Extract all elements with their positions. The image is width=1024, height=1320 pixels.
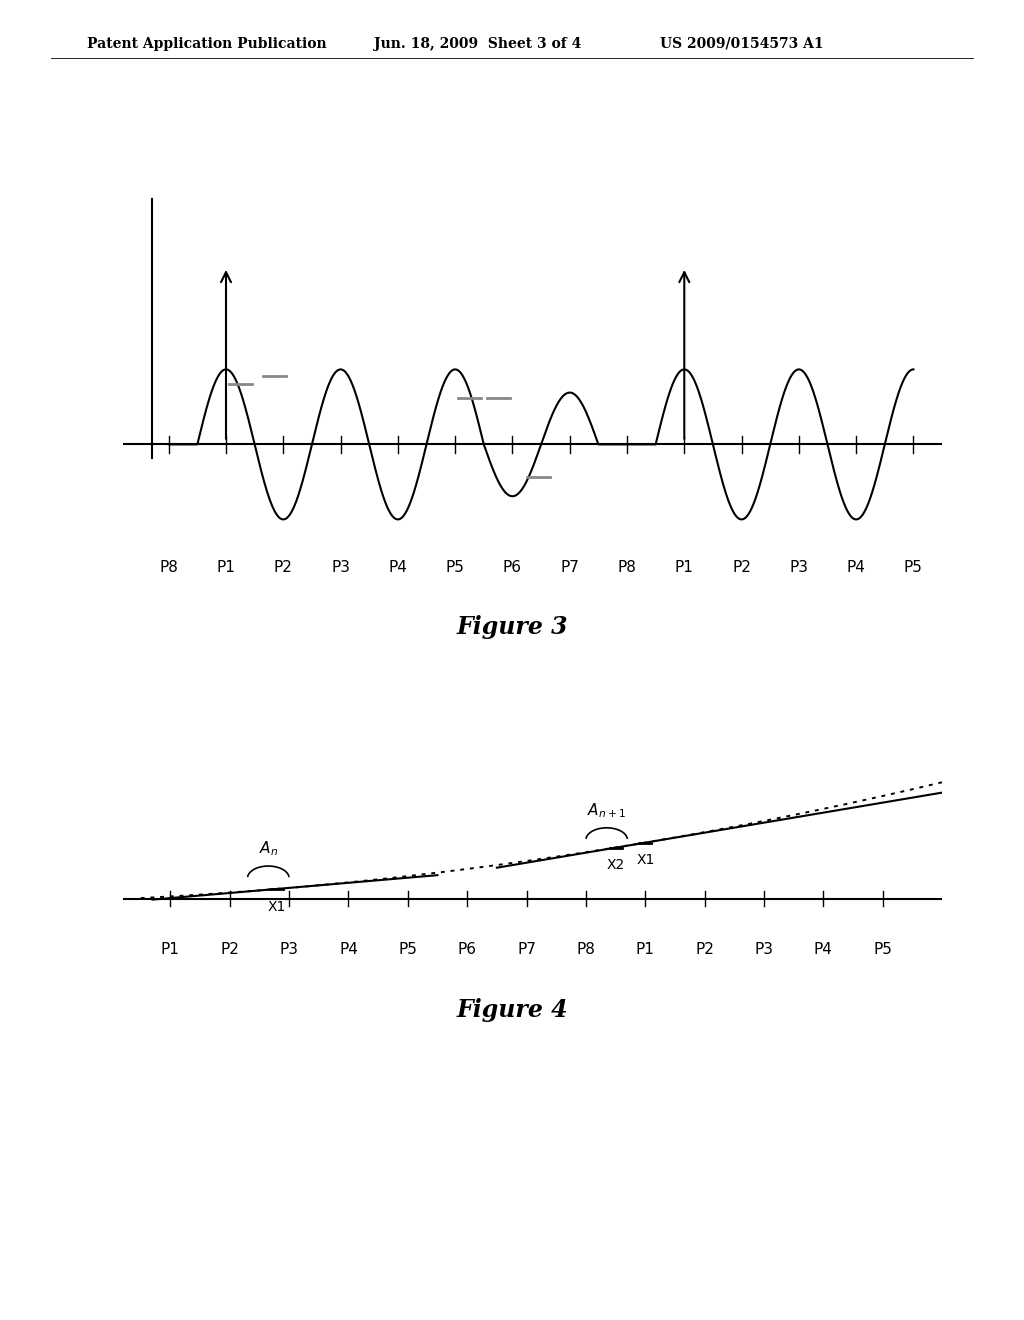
Text: P5: P5 (904, 560, 923, 576)
Text: P4: P4 (339, 941, 358, 957)
Text: P3: P3 (790, 560, 808, 576)
Text: X1: X1 (268, 900, 287, 913)
Text: P7: P7 (560, 560, 580, 576)
Text: P3: P3 (331, 560, 350, 576)
Text: Figure 4: Figure 4 (456, 998, 568, 1022)
Text: P2: P2 (273, 560, 293, 576)
Text: Figure 3: Figure 3 (456, 615, 568, 639)
Text: P2: P2 (732, 560, 751, 576)
Text: $A_{n+1}$: $A_{n+1}$ (588, 801, 626, 820)
Text: US 2009/0154573 A1: US 2009/0154573 A1 (660, 37, 824, 50)
Text: X1: X1 (636, 854, 654, 867)
Text: P6: P6 (458, 941, 477, 957)
Text: P2: P2 (220, 941, 240, 957)
Text: P4: P4 (814, 941, 833, 957)
Text: P5: P5 (445, 560, 465, 576)
Text: X2: X2 (606, 858, 625, 873)
Text: P6: P6 (503, 560, 522, 576)
Text: P1: P1 (216, 560, 236, 576)
Text: P1: P1 (161, 941, 180, 957)
Text: P5: P5 (873, 941, 892, 957)
Text: P5: P5 (398, 941, 417, 957)
Text: P8: P8 (160, 560, 178, 576)
Text: P3: P3 (280, 941, 299, 957)
Text: P8: P8 (577, 941, 595, 957)
Text: Patent Application Publication: Patent Application Publication (87, 37, 327, 50)
Text: P2: P2 (695, 941, 714, 957)
Text: P3: P3 (755, 941, 773, 957)
Text: Jun. 18, 2009  Sheet 3 of 4: Jun. 18, 2009 Sheet 3 of 4 (374, 37, 582, 50)
Text: P4: P4 (847, 560, 865, 576)
Text: P4: P4 (388, 560, 408, 576)
Text: P8: P8 (617, 560, 637, 576)
Text: P7: P7 (517, 941, 536, 957)
Text: P1: P1 (636, 941, 654, 957)
Text: P1: P1 (675, 560, 693, 576)
Text: $A_n$: $A_n$ (259, 840, 278, 858)
